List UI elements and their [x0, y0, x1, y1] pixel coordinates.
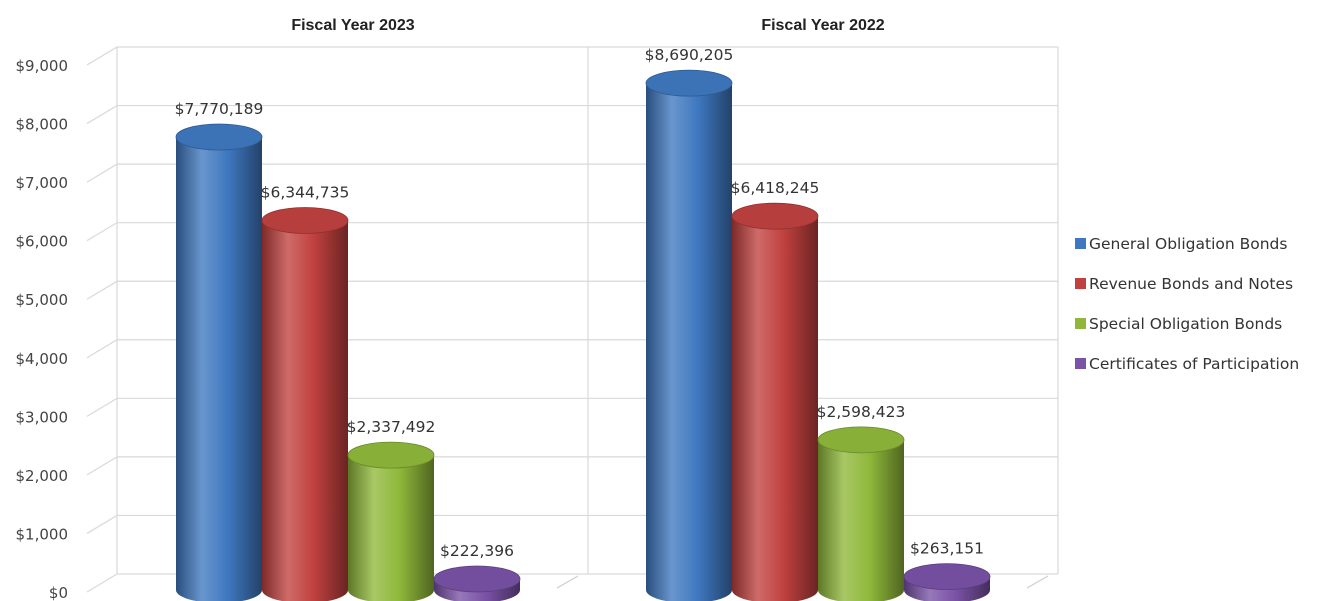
- bar-certificates-of-participation-fiscal-year-2022: [903, 563, 991, 601]
- bar-special-obligation-bonds-fiscal-year-2022: [817, 426, 905, 601]
- legend-item-certificates-of-participation: Certificates of Participation: [1075, 355, 1299, 373]
- y-tick-label: $9,000: [16, 57, 69, 75]
- y-tick-label: $1,000: [16, 525, 69, 543]
- category-label: Fiscal Year 2022: [761, 17, 884, 34]
- gridlines: [86, 46, 1059, 593]
- y-tick-label: $8,000: [16, 116, 69, 134]
- legend-item-general-obligation-bonds: General Obligation Bonds: [1075, 235, 1287, 253]
- legend-swatch: [1075, 358, 1086, 369]
- bar-revenue-bonds-and-notes-fiscal-year-2022: [731, 202, 819, 601]
- floor-line: [1026, 575, 1049, 589]
- y-axis-ticks: $0 $1,000 $2,000 $3,000 $4,000 $5,000 $6,000 $7…: [16, 57, 69, 601]
- legend-swatch: [1075, 318, 1086, 329]
- bar-general-obligation-bonds-fiscal-year-2023: [175, 123, 263, 601]
- y-tick-label: $3,000: [16, 408, 69, 426]
- bar-general-obligation-bonds-fiscal-year-2022: [645, 69, 733, 601]
- y-tick-label: $0: [49, 584, 68, 601]
- data-label: $6,418,245: [731, 179, 820, 197]
- legend-item-revenue-bonds-and-notes: Revenue Bonds and Notes: [1075, 275, 1293, 293]
- legend: General Obligation Bonds Revenue Bonds an…: [1075, 235, 1299, 373]
- y-tick-label: $2,000: [16, 467, 69, 485]
- data-label: $8,690,205: [645, 46, 734, 64]
- bar-special-obligation-bonds-fiscal-year-2023: [347, 441, 435, 601]
- legend-item-special-obligation-bonds: Special Obligation Bonds: [1075, 315, 1282, 333]
- bar-revenue-bonds-and-notes-fiscal-year-2023: [261, 207, 349, 601]
- legend-label: Certificates of Participation: [1089, 355, 1299, 373]
- legend-swatch: [1075, 238, 1086, 249]
- y-tick-label: $6,000: [16, 233, 69, 251]
- legend-swatch: [1075, 278, 1086, 289]
- y-tick-label: $4,000: [16, 350, 69, 368]
- data-labels: $7,770,189 $6,344,735 $2,337,492 $222,396 $8…: [175, 46, 984, 560]
- bar-certificates-of-participation-fiscal-year-2023: [433, 565, 521, 601]
- category-label: Fiscal Year 2023: [291, 17, 414, 34]
- data-label: $7,770,189: [175, 100, 264, 118]
- data-label: $2,598,423: [817, 403, 906, 421]
- legend-label: Special Obligation Bonds: [1089, 315, 1282, 333]
- floor-line: [556, 575, 579, 589]
- bars: [175, 69, 991, 601]
- category-labels: Fiscal Year 2023 Fiscal Year 2022: [291, 17, 884, 34]
- legend-label: General Obligation Bonds: [1089, 235, 1287, 253]
- legend-label: Revenue Bonds and Notes: [1089, 275, 1293, 293]
- data-label: $6,344,735: [261, 183, 350, 201]
- y-tick-label: $7,000: [16, 174, 69, 192]
- gridline: [86, 46, 1058, 66]
- data-label: $263,151: [910, 540, 984, 558]
- data-label: $222,396: [440, 542, 514, 560]
- data-label: $2,337,492: [347, 418, 436, 436]
- y-tick-label: $5,000: [16, 291, 69, 309]
